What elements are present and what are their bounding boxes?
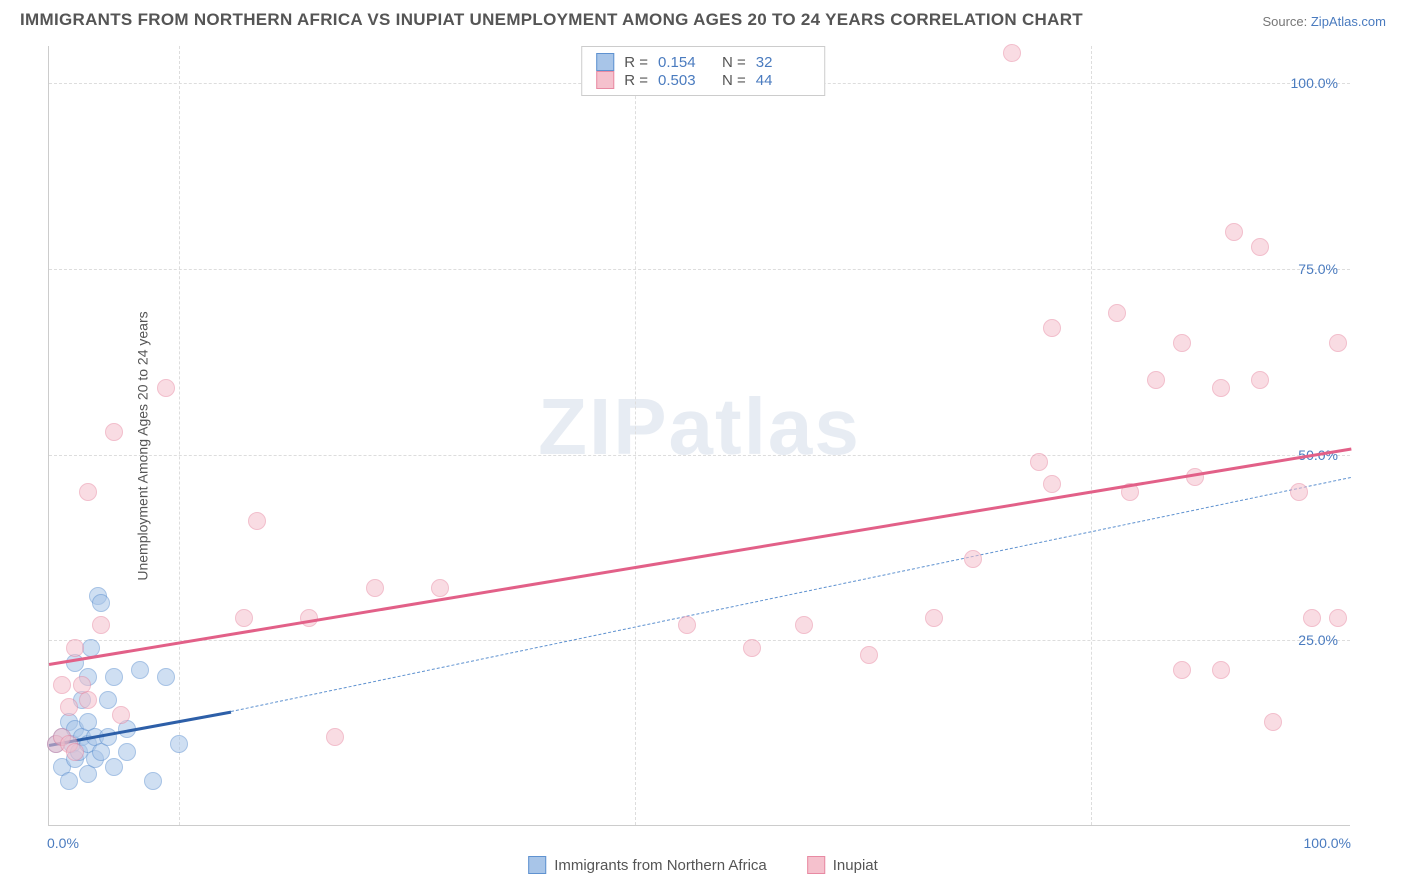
legend-item: Inupiat xyxy=(807,856,878,874)
scatter-point xyxy=(248,512,266,530)
scatter-point xyxy=(66,743,84,761)
scatter-point xyxy=(112,706,130,724)
scatter-point xyxy=(105,758,123,776)
gridline-v xyxy=(635,46,636,825)
trend-line xyxy=(49,447,1351,665)
scatter-point xyxy=(157,379,175,397)
scatter-point xyxy=(366,579,384,597)
source-prefix: Source: xyxy=(1262,14,1310,29)
legend-row: R = 0.503 N = 44 xyxy=(596,71,810,89)
gridline-v xyxy=(179,46,180,825)
legend-swatch xyxy=(528,856,546,874)
watermark: ZIPatlas xyxy=(538,380,861,472)
r-label: R = xyxy=(624,54,648,71)
scatter-point xyxy=(1147,371,1165,389)
scatter-point xyxy=(860,646,878,664)
scatter-point xyxy=(157,668,175,686)
source-link[interactable]: ZipAtlas.com xyxy=(1311,14,1386,29)
scatter-point xyxy=(1173,661,1191,679)
scatter-point xyxy=(66,639,84,657)
scatter-point xyxy=(118,743,136,761)
scatter-point xyxy=(1108,304,1126,322)
scatter-point xyxy=(1251,238,1269,256)
gridline-v xyxy=(1091,46,1092,825)
scatter-point xyxy=(92,594,110,612)
n-label: N = xyxy=(722,54,746,71)
scatter-point xyxy=(60,772,78,790)
scatter-point xyxy=(326,728,344,746)
scatter-point xyxy=(431,579,449,597)
y-tick-label: 100.0% xyxy=(1291,75,1338,91)
scatter-point xyxy=(144,772,162,790)
scatter-point xyxy=(1030,453,1048,471)
y-tick-label: 75.0% xyxy=(1298,261,1338,277)
scatter-point xyxy=(99,691,117,709)
legend-swatch xyxy=(596,71,614,89)
n-value: 44 xyxy=(756,72,810,89)
correlation-legend: R = 0.154 N = 32 R = 0.503 N = 44 xyxy=(581,46,825,96)
source-attribution: Source: ZipAtlas.com xyxy=(1262,14,1386,29)
scatter-point xyxy=(795,616,813,634)
scatter-point xyxy=(170,735,188,753)
scatter-point xyxy=(1043,475,1061,493)
scatter-point xyxy=(131,661,149,679)
n-value: 32 xyxy=(756,54,810,71)
gridline-h xyxy=(49,269,1350,270)
r-value: 0.503 xyxy=(658,72,712,89)
x-tick-label: 0.0% xyxy=(47,835,79,851)
chart-title: IMMIGRANTS FROM NORTHERN AFRICA VS INUPI… xyxy=(20,10,1083,30)
scatter-point xyxy=(1043,319,1061,337)
scatter-point xyxy=(678,616,696,634)
scatter-point xyxy=(1212,379,1230,397)
scatter-point xyxy=(79,483,97,501)
scatter-point xyxy=(105,668,123,686)
series-legend: Immigrants from Northern Africa Inupiat xyxy=(528,856,878,874)
scatter-point xyxy=(925,609,943,627)
scatter-point xyxy=(1303,609,1321,627)
scatter-point xyxy=(1290,483,1308,501)
scatter-point xyxy=(1212,661,1230,679)
scatter-point xyxy=(1225,223,1243,241)
scatter-point xyxy=(1173,334,1191,352)
scatter-point xyxy=(1264,713,1282,731)
scatter-point xyxy=(53,676,71,694)
scatter-point xyxy=(1329,609,1347,627)
watermark-bold: ZIP xyxy=(538,381,668,470)
legend-swatch xyxy=(596,53,614,71)
scatter-point xyxy=(1003,44,1021,62)
scatter-point xyxy=(79,691,97,709)
watermark-rest: atlas xyxy=(669,381,861,470)
legend-label: Immigrants from Northern Africa xyxy=(554,857,767,874)
legend-row: R = 0.154 N = 32 xyxy=(596,53,810,71)
scatter-point xyxy=(964,550,982,568)
scatter-point xyxy=(105,423,123,441)
r-value: 0.154 xyxy=(658,54,712,71)
legend-swatch xyxy=(807,856,825,874)
legend-item: Immigrants from Northern Africa xyxy=(528,856,767,874)
legend-label: Inupiat xyxy=(833,857,878,874)
gridline-h xyxy=(49,640,1350,641)
scatter-point xyxy=(743,639,761,657)
y-tick-label: 25.0% xyxy=(1298,632,1338,648)
chart-plot-area: ZIPatlas 25.0%50.0%75.0%100.0%0.0%100.0% xyxy=(48,46,1350,826)
gridline-h xyxy=(49,455,1350,456)
scatter-point xyxy=(1251,371,1269,389)
scatter-point xyxy=(1329,334,1347,352)
r-label: R = xyxy=(624,72,648,89)
scatter-point xyxy=(235,609,253,627)
x-tick-label: 100.0% xyxy=(1304,835,1351,851)
n-label: N = xyxy=(722,72,746,89)
scatter-point xyxy=(60,698,78,716)
scatter-point xyxy=(92,616,110,634)
